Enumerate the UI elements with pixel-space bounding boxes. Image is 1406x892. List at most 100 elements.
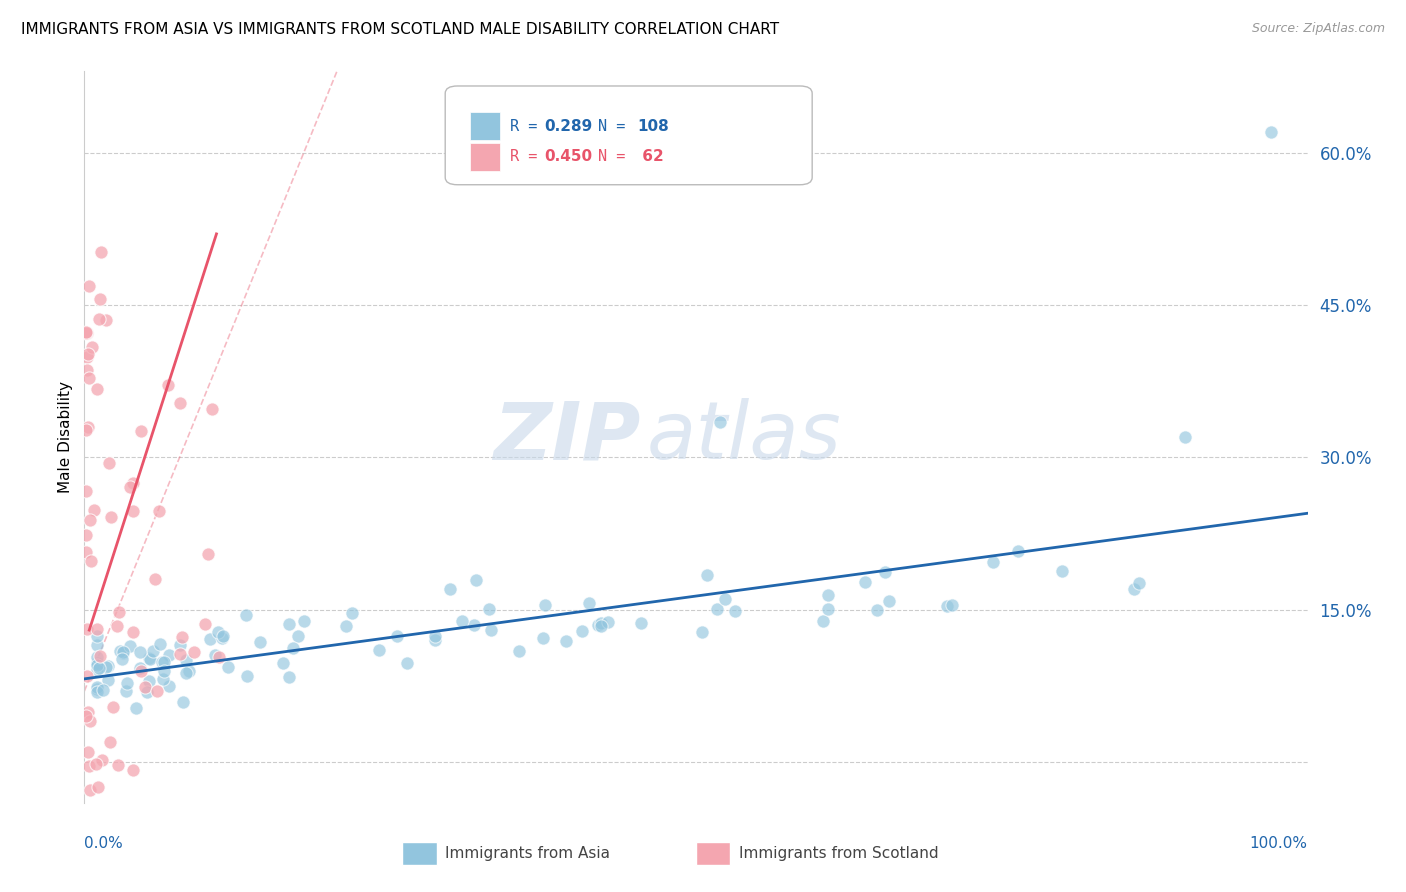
Point [174,653,197,667]
Point [335,619,357,633]
Point [439,582,461,596]
Point [79,714,101,728]
Point [86,638,108,652]
Point [508,644,530,658]
Text: 100.0%: 100.0% [1250,836,1308,851]
Point [465,574,488,588]
Point [79,513,101,527]
Point [554,633,576,648]
Point [157,679,180,693]
Point [235,669,257,683]
Text: ZIP: ZIP [494,398,641,476]
Point [77,705,100,719]
Point [87,656,110,670]
Point [873,565,896,579]
Point [86,663,108,677]
Point [156,377,179,392]
Point [813,615,835,629]
Point [97,456,120,470]
Point [271,656,294,670]
Point [128,661,150,675]
Point [724,604,747,618]
Point [169,638,191,652]
Point [1260,125,1282,139]
Text: Immigrants from Scotland: Immigrants from Scotland [738,846,938,861]
Point [89,292,111,306]
Point [981,555,1004,569]
Point [121,504,143,518]
Point [138,652,160,666]
Point [77,279,100,293]
Point [97,673,120,688]
Point [194,616,217,631]
Point [122,624,145,639]
Point [598,615,620,629]
Point [138,674,160,689]
Point [204,648,226,662]
Point [235,607,257,622]
Point [86,657,108,671]
Point [129,424,152,438]
Point [817,602,839,616]
Point [342,607,364,621]
Point [91,753,114,767]
Point [249,635,271,649]
Point [146,684,169,698]
Point [86,680,108,694]
Point [77,371,100,385]
Point [589,619,612,633]
Point [287,629,309,643]
Point [76,622,98,636]
Point [86,681,108,696]
Point [114,683,136,698]
Point [138,651,160,665]
Point [94,660,117,674]
Point [211,631,233,645]
Text: 0.289: 0.289 [544,119,592,134]
FancyBboxPatch shape [446,86,813,185]
Point [121,475,143,490]
Point [292,614,315,628]
Point [111,646,134,660]
Point [76,326,98,340]
Point [866,603,889,617]
Bar [696,841,730,865]
Point [531,631,554,645]
Point [534,598,557,612]
Point [90,245,112,260]
Point [177,664,200,678]
Point [105,619,128,633]
Point [75,326,97,340]
Point [75,326,97,340]
Point [75,423,97,437]
Point [86,649,108,664]
Point [853,575,876,590]
Point [1174,430,1197,444]
Point [277,670,299,684]
Point [396,657,419,671]
Point [97,659,120,673]
Point [586,618,609,632]
Point [76,350,98,364]
Point [571,624,593,638]
Point [1007,544,1029,558]
Point [128,644,150,658]
Point [76,545,98,559]
Point [79,783,101,797]
Point [153,655,176,669]
Point [387,629,409,643]
Point [118,639,141,653]
Point [136,685,159,699]
Point [115,676,138,690]
Point [423,629,446,643]
Text: R =: R = [510,150,547,164]
Point [75,528,97,542]
Point [208,650,231,665]
Point [1122,582,1144,597]
Point [149,637,172,651]
Point [134,680,156,694]
Point [100,735,122,749]
Point [148,504,170,518]
Point [96,313,118,327]
Text: 62: 62 [637,150,664,164]
